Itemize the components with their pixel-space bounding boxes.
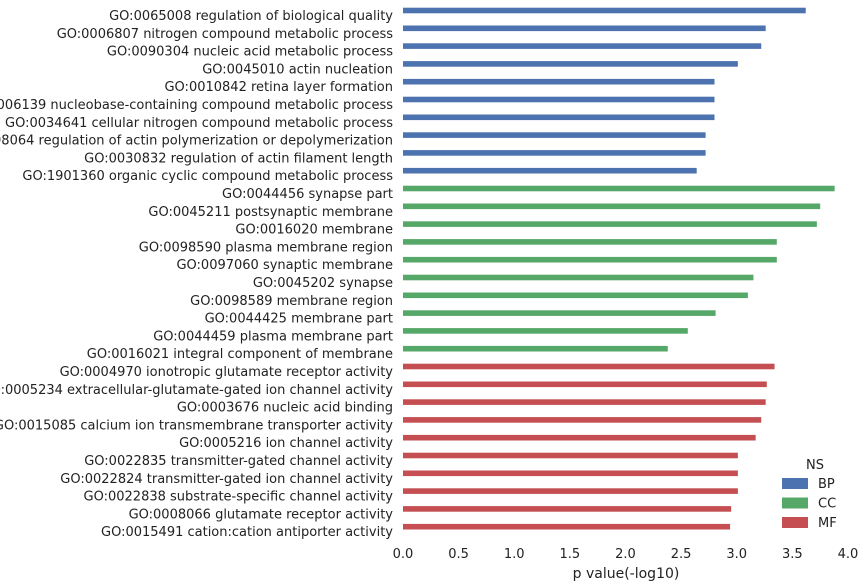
legend-label-cc: CC (818, 497, 836, 512)
x-tick-label: 0.0 (393, 547, 414, 562)
x-tick-label: 0.5 (448, 547, 469, 562)
bar-cc-12 (403, 221, 817, 227)
bars-group (403, 7, 835, 530)
legend-swatch-cc (782, 497, 808, 509)
bar-bp-3 (403, 61, 738, 67)
bar-bp-1 (403, 25, 766, 32)
category-label: GO:0022824 transmitter-gated ion channel… (60, 472, 393, 487)
category-label: GO:0030832 regulation of actin filament … (84, 151, 393, 166)
x-tick-label: 4.0 (838, 547, 859, 562)
bar-cc-15 (403, 274, 754, 281)
bar-mf-27 (403, 488, 738, 494)
legend-label-bp: BP (818, 477, 835, 492)
x-tick-label: 3.5 (782, 547, 803, 562)
category-label: GO:0016020 membrane (235, 223, 393, 238)
x-axis-label: p value(-log10) (573, 566, 680, 582)
category-label: GO:0045202 synapse (253, 276, 393, 291)
bar-mf-22 (403, 399, 766, 405)
bar-bp-4 (403, 78, 715, 85)
category-label: GO:0044456 synapse part (222, 187, 393, 202)
bar-mf-20 (403, 363, 775, 370)
category-label: GO:0015491 cation:cation antiporter acti… (101, 525, 393, 540)
category-label: GO:1901360 organic cyclic compound metab… (22, 169, 393, 184)
category-label: GO:0098590 plasma membrane region (139, 240, 393, 255)
category-label: GO:0022835 transmitter-gated channel act… (84, 454, 393, 469)
bar-mf-26 (403, 470, 738, 477)
category-label: GO:0008064 regulation of actin polymeriz… (0, 134, 393, 149)
bar-cc-14 (403, 256, 777, 263)
category-label: GO:0034641 cellular nitrogen compound me… (5, 116, 393, 131)
bar-bp-2 (403, 43, 762, 49)
category-label: GO:0045010 actin nucleation (202, 62, 393, 77)
category-label: GO:0097060 synaptic membrane (176, 258, 393, 273)
x-tick-label: 1.0 (504, 547, 525, 562)
bar-cc-10 (403, 185, 835, 192)
category-label: GO:0008066 glutamate receptor activity (129, 507, 394, 522)
legend: NS BP CC MF (782, 458, 837, 531)
category-label: GO:0044459 plasma membrane part (153, 329, 393, 344)
category-label: GO:0015085 calcium ion transmembrane tra… (0, 418, 393, 433)
category-label: GO:0006807 nitrogen compound metabolic p… (57, 27, 394, 42)
bar-cc-13 (403, 239, 777, 245)
category-label: GO:0003676 nucleic acid binding (177, 401, 393, 416)
category-label: GO:0005216 ion channel activity (179, 436, 393, 451)
bar-cc-16 (403, 292, 748, 299)
category-label: GO:0090304 nucleic acid metabolic proces… (107, 45, 393, 60)
legend-label-mf: MF (818, 516, 837, 531)
bar-cc-18 (403, 328, 688, 334)
x-tick-label: 1.5 (560, 547, 581, 562)
legend-title: NS (806, 458, 824, 473)
bar-cc-11 (403, 203, 821, 210)
category-label: GO:0098589 membrane region (190, 294, 393, 309)
bar-bp-0 (403, 7, 806, 14)
bar-mf-28 (403, 506, 732, 512)
bar-bp-9 (403, 167, 697, 174)
category-label: GO:0010842 retina layer formation (164, 80, 393, 95)
bar-bp-6 (403, 114, 715, 121)
legend-swatch-mf (782, 517, 808, 528)
x-tick-label: 3.0 (726, 547, 747, 562)
bar-bp-7 (403, 132, 706, 138)
x-tick-label: 2.5 (671, 547, 692, 562)
category-labels-group: GO:0065008 regulation of biological qual… (0, 9, 393, 540)
category-label: GO:0004970 ionotropic glutamate receptor… (60, 365, 394, 380)
category-label: GO:0016021 integral component of membran… (87, 347, 393, 362)
x-tick-labels-group: 0.0 0.5 1.0 1.5 2.0 2.5 3.0 3.5 4.0 (393, 547, 859, 562)
x-tick-label: 2.0 (615, 547, 636, 562)
bar-cc-17 (403, 310, 716, 316)
category-label: GO:0006139 nucleobase-containing compoun… (0, 98, 393, 113)
bar-mf-29 (403, 523, 731, 530)
legend-swatch-bp (782, 478, 808, 489)
category-label: GO:0022838 substrate-specific channel ac… (84, 490, 394, 505)
bar-mf-25 (403, 452, 738, 459)
bar-mf-21 (403, 381, 767, 388)
category-label: GO:0005234 extracellular-glutamate-gated… (0, 383, 393, 398)
category-label: GO:0044425 membrane part (205, 312, 393, 327)
bar-cc-19 (403, 345, 668, 352)
bar-bp-8 (403, 150, 706, 156)
category-label: GO:0045211 postsynaptic membrane (148, 205, 393, 220)
bar-mf-24 (403, 434, 756, 441)
category-label: GO:0065008 regulation of biological qual… (109, 9, 393, 24)
bar-bp-5 (403, 96, 715, 103)
bar-mf-23 (403, 417, 762, 423)
